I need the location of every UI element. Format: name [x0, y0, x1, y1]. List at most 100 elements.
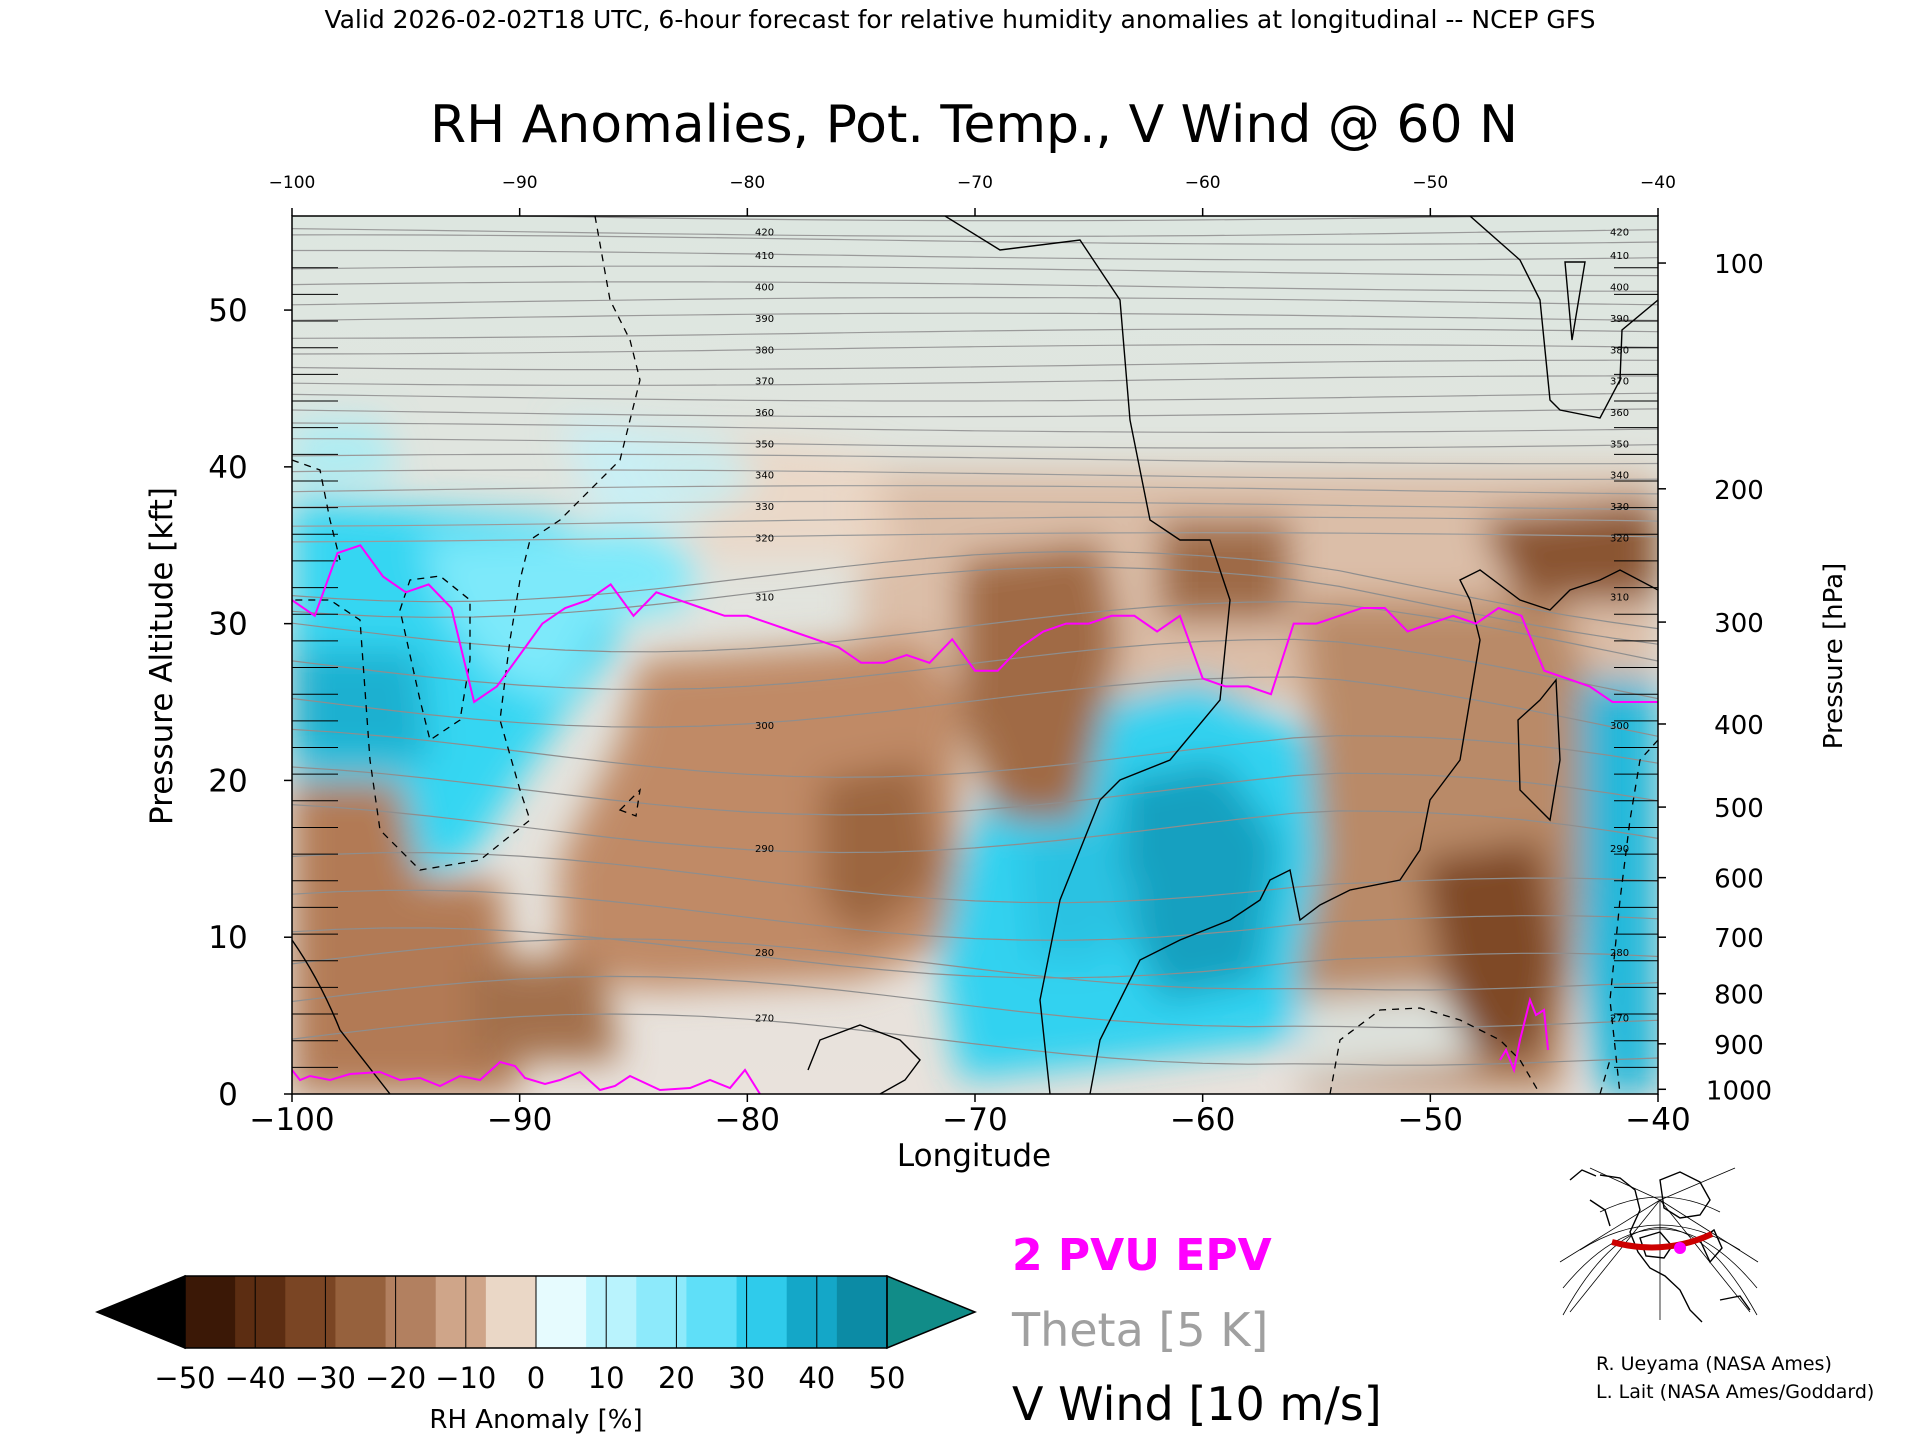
x-axis-top: −100 −90 −80 −70 −60 −50 −40 — [269, 173, 1676, 216]
colorbar-swatch — [586, 1276, 637, 1348]
theta-contour — [292, 638, 1658, 700]
legend-theta: Theta [5 K] — [1011, 1303, 1268, 1357]
colorbar-swatch — [385, 1276, 437, 1348]
theta-contour — [292, 392, 1658, 402]
theta-contour — [292, 375, 1658, 386]
theta-contour — [292, 265, 1658, 277]
v-wind-contour-0 — [944, 216, 1231, 1094]
theta-contour — [292, 422, 1658, 433]
theta-contour — [292, 804, 1658, 854]
map-graticule — [1559, 1167, 1759, 1320]
map-coastlines — [1569, 1169, 1751, 1323]
theta-contour-label: 400 — [755, 283, 774, 294]
theta-contour-label: 380 — [1610, 345, 1629, 356]
colorbar-under-arrow — [95, 1274, 186, 1350]
v-wind-contour-neg10 — [399, 575, 471, 742]
x-top-tick-label: −50 — [1412, 173, 1448, 193]
colorbar-swatch — [686, 1276, 738, 1348]
y-tick-label: 30 — [208, 607, 247, 643]
colorbar-swatch — [536, 1276, 587, 1348]
y-tick-label: 20 — [208, 763, 247, 799]
theta-contour — [292, 453, 1658, 465]
y-tick-label: 50 — [208, 293, 247, 329]
colorbar-tick-label: 40 — [798, 1361, 835, 1395]
theta-contour — [292, 249, 1658, 261]
x-tick-label: −40 — [1625, 1102, 1690, 1138]
y-tick-label: 0 — [218, 1077, 238, 1113]
colorbar-tick-label: −20 — [365, 1361, 426, 1395]
theta-contour-label: 270 — [755, 1014, 774, 1025]
rh-region — [292, 650, 430, 760]
colorbar-swatch — [435, 1276, 487, 1348]
credit-2: L. Lait (NASA Ames/Goddard) — [1596, 1381, 1874, 1403]
x-tick-label: −60 — [1170, 1102, 1235, 1138]
rh-region — [420, 530, 700, 700]
pressure-tick-label: 300 — [1714, 609, 1764, 639]
theta-contour-label: 270 — [1610, 1014, 1629, 1025]
legend-epv: 2 PVU EPV — [1012, 1230, 1272, 1281]
theta-contour — [292, 550, 1658, 630]
colorbar-tick-label: −10 — [435, 1361, 496, 1395]
v-wind-contour-neg10 — [618, 788, 641, 817]
theta-contour — [474, 216, 1561, 222]
theta-contour — [292, 532, 1658, 543]
v-wind-contour-0 — [1469, 216, 1658, 419]
v-wind-dashed-contours — [292, 216, 1658, 1094]
v-wind-contour-neg10 — [292, 459, 341, 561]
theta-contour — [292, 469, 1658, 480]
rh-region — [1420, 840, 1560, 1060]
pressure-tick-label: 400 — [1714, 711, 1764, 741]
theta-contour-label: 320 — [1610, 533, 1629, 544]
epv-2pvu-lower-line — [1499, 996, 1549, 1074]
theta-contour-label: 330 — [755, 502, 774, 513]
x-tick-label: −80 — [715, 1102, 780, 1138]
y-tick-label: 10 — [208, 920, 247, 956]
theta-contour — [292, 296, 1658, 306]
theta-contour — [292, 566, 1658, 645]
rh-region — [1120, 760, 1280, 1000]
theta-contour — [292, 938, 1658, 991]
colorbar-swatch — [485, 1276, 537, 1348]
pressure-tick-label: 500 — [1714, 794, 1764, 824]
rh-anomaly-field — [292, 420, 1658, 1094]
theta-contour-label: 400 — [1610, 283, 1629, 294]
theta-contour-label: 410 — [755, 251, 774, 262]
colorbar-tick-label: −50 — [154, 1361, 215, 1395]
theta-contour — [292, 312, 1658, 322]
theta-contour — [292, 408, 1658, 418]
pressure-tick-label: 900 — [1714, 1031, 1764, 1061]
theta-contour-label: 310 — [1610, 593, 1629, 604]
theta-contour-label: 280 — [1610, 948, 1629, 959]
colorbar-tick-label: 50 — [869, 1361, 906, 1395]
y-tick-label: 40 — [208, 450, 247, 486]
colorbar-tick-label: 10 — [588, 1361, 625, 1395]
x-tick-label: −50 — [1398, 1102, 1463, 1138]
theta-contour-label: 290 — [1610, 844, 1629, 855]
colorbar-tick-label: −40 — [225, 1361, 286, 1395]
y-axis-right-label: Pressure [hPa] — [1819, 563, 1849, 750]
v-wind-contour-neg10 — [292, 216, 641, 871]
v-wind-contour-0 — [292, 939, 391, 1094]
theta-contour-label: 410 — [1610, 251, 1629, 262]
theta-contour — [292, 889, 1658, 941]
theta-contour-label: 310 — [755, 593, 774, 604]
x-top-tick-label: −60 — [1185, 173, 1221, 193]
colorbar-tick-label: 30 — [728, 1361, 765, 1395]
theta-contour — [292, 344, 1658, 355]
theta-contour-label: 360 — [1610, 408, 1629, 419]
colorbar-swatch — [786, 1276, 838, 1348]
pressure-tick-label: 600 — [1714, 865, 1764, 895]
colorbar-swatch — [736, 1276, 788, 1348]
v-wind-contour-0 — [1517, 678, 1561, 822]
x-tick-label: −100 — [249, 1102, 334, 1138]
rh-region — [470, 960, 620, 1060]
x-top-tick-label: −100 — [269, 173, 316, 193]
plot-area: 270 270 280 280 290 290 300 300 310 310 320 320 330 3… — [292, 216, 1658, 1094]
colorbar-tick-label: −30 — [295, 1361, 356, 1395]
cross-section-track — [1611, 1231, 1714, 1251]
theta-contour — [292, 516, 1658, 527]
theta-contour-label: 350 — [1610, 439, 1629, 450]
v-wind-contour-neg10 — [1599, 1059, 1611, 1094]
pressure-tick-label: 1000 — [1706, 1076, 1772, 1106]
header-text: Valid 2026-02-02T18 UTC, 6-hour forecast… — [324, 5, 1595, 34]
